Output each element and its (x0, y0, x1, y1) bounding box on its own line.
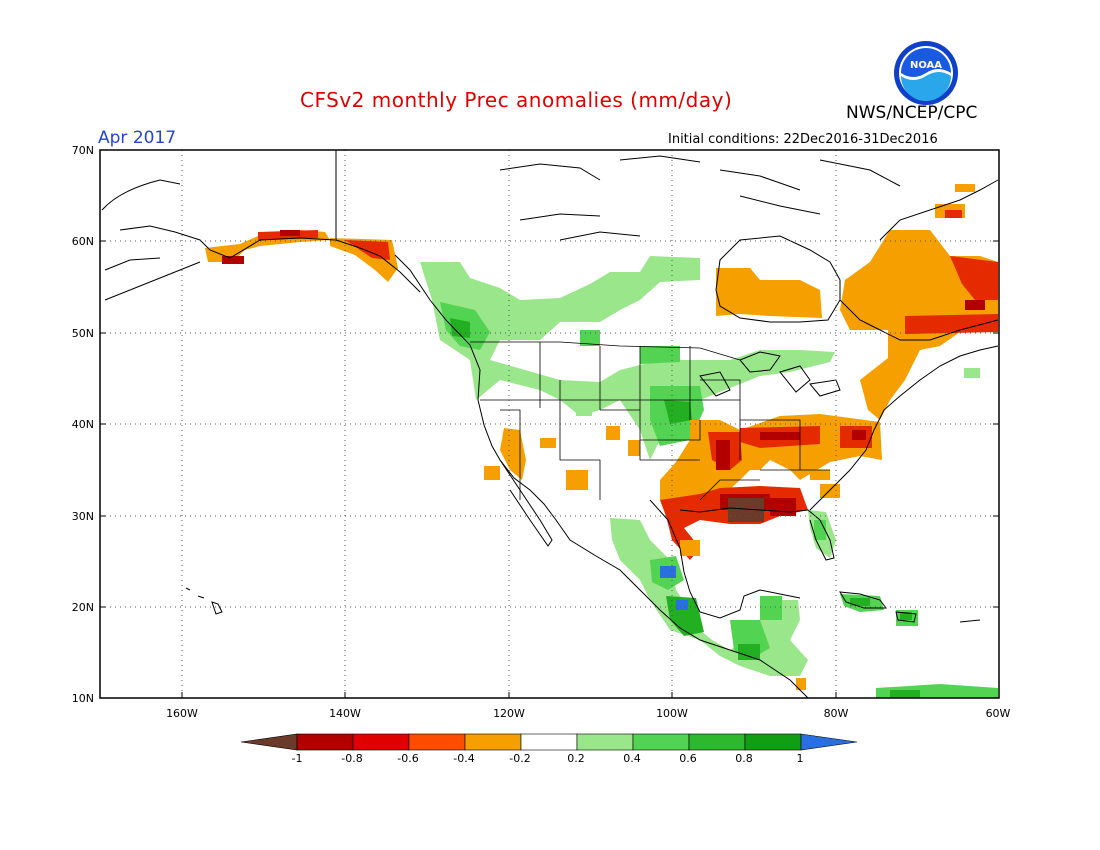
colorbar-swatch (464, 733, 522, 751)
colorbar-swatch (352, 733, 410, 751)
colorbar-swatch (240, 733, 298, 751)
lat-tick-label: 70N (72, 144, 94, 157)
lat-tick-label: 30N (72, 510, 94, 523)
colorbar-swatch (800, 733, 858, 751)
lon-tick-label: 160W (166, 707, 198, 720)
lon-tick-label: 140W (329, 707, 361, 720)
colorbar-label: 0.2 (567, 752, 585, 765)
colorbar-swatch (408, 733, 466, 751)
forecast-month: Apr 2017 (98, 128, 177, 148)
colorbar-label: -0.8 (341, 752, 362, 765)
colorbar-label: -0.2 (509, 752, 530, 765)
agency-label: NWS/NCEP/CPC (846, 103, 978, 123)
colorbar-swatch (576, 733, 634, 751)
colorbar-swatch (688, 733, 746, 751)
colorbar-label: -0.6 (397, 752, 418, 765)
lat-tick-label: 40N (72, 418, 94, 431)
colorbar-swatch (632, 733, 690, 751)
political-borders (470, 341, 830, 501)
lat-tick-label: 60N (72, 235, 94, 248)
lat-tick-label: 50N (72, 327, 94, 340)
colorbar-label: -1 (292, 752, 303, 765)
lon-tick-label: 80W (824, 707, 849, 720)
lat-tick-labels: 70N 60N 50N 40N 30N 20N 10N (72, 144, 94, 705)
colorbar-swatch (296, 733, 354, 751)
lon-tick-label: 100W (656, 707, 688, 720)
logo-text: NOAA (910, 60, 942, 71)
colorbar-label: 1 (797, 752, 804, 765)
colorbar-label: -0.4 (453, 752, 474, 765)
lon-tick-labels: 160W 140W 120W 100W 80W 60W (166, 707, 1010, 720)
lat-tick-label: 20N (72, 601, 94, 614)
map-ticks (100, 240, 999, 698)
colorbar-label: 0.4 (623, 752, 641, 765)
lat-tick-label: 10N (72, 692, 94, 705)
colorbar-label: 0.6 (679, 752, 697, 765)
noaa-logo: NOAA (894, 41, 958, 105)
colorbar-swatch (744, 733, 802, 751)
colorbar-label: 0.8 (735, 752, 753, 765)
colorbar-swatch (520, 733, 578, 751)
chart-title: CFSv2 monthly Prec anomalies (mm/day) (300, 88, 733, 112)
lon-tick-label: 60W (986, 707, 1011, 720)
colorbar-labels: -1 -0.8 -0.6 -0.4 -0.2 0.2 0.4 0.6 0.8 1 (292, 752, 804, 765)
map-area (100, 150, 999, 698)
initial-conditions: Initial conditions: 22Dec2016-31Dec2016 (668, 132, 938, 147)
coastlines (101, 150, 999, 698)
colorbar: -1 -0.8 -0.6 -0.4 -0.2 0.2 0.4 0.6 0.8 1 (240, 733, 858, 765)
colorbar-swatches (240, 733, 858, 751)
lon-tick-label: 120W (493, 707, 525, 720)
